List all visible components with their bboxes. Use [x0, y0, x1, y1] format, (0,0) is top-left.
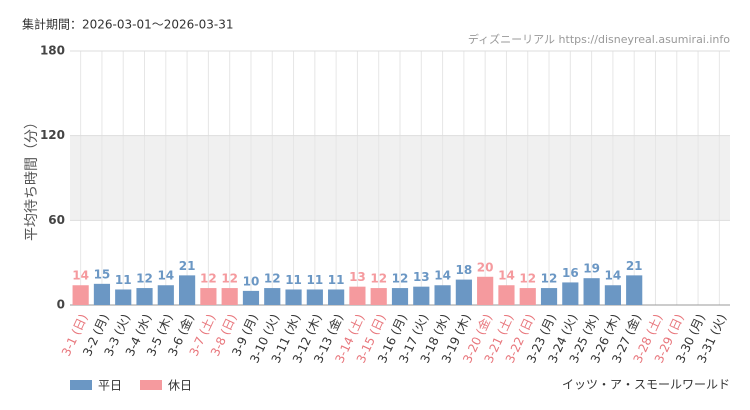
value-label: 21	[179, 259, 196, 273]
bar	[349, 286, 366, 305]
value-label: 13	[413, 270, 430, 284]
value-label: 11	[328, 273, 345, 287]
bar	[93, 283, 111, 305]
value-label: 14	[72, 269, 89, 283]
bar	[519, 288, 536, 305]
y-tick-label: 180	[40, 44, 65, 58]
bar	[72, 285, 89, 305]
bar	[328, 289, 345, 305]
value-label: 13	[349, 270, 366, 284]
bar	[562, 282, 579, 305]
bar	[136, 288, 153, 305]
bar	[221, 288, 238, 305]
bar	[583, 278, 600, 305]
y-tick-label: 120	[40, 128, 65, 142]
bar	[285, 289, 302, 305]
value-label: 12	[136, 272, 153, 286]
chart-title: 集計期間：2026-03-01～2026-03-31	[22, 17, 233, 32]
y-tick-label: 0	[57, 298, 65, 312]
value-label: 14	[434, 269, 451, 283]
value-label: 12	[370, 272, 387, 286]
value-label: 14	[605, 269, 622, 283]
bar	[370, 288, 387, 305]
value-label: 10	[243, 274, 260, 288]
bar	[626, 275, 643, 305]
value-label: 12	[264, 272, 281, 286]
value-label: 12	[221, 272, 238, 286]
bar	[115, 289, 132, 305]
bar	[434, 285, 451, 305]
legend-swatch	[140, 380, 162, 390]
bar	[540, 288, 558, 305]
bar	[498, 285, 515, 305]
value-label: 11	[285, 273, 302, 287]
bar	[455, 279, 472, 305]
value-label: 12	[519, 272, 536, 286]
value-label: 15	[94, 267, 111, 281]
subtitle: イッツ・ア・スモールワールド	[562, 378, 730, 392]
y-tick-label: 60	[48, 213, 65, 227]
bar	[242, 290, 260, 305]
value-label: 14	[157, 269, 174, 283]
value-label: 12	[392, 272, 409, 286]
bar	[179, 275, 196, 305]
bar	[604, 285, 621, 305]
bar	[264, 288, 281, 305]
value-label: 12	[200, 272, 217, 286]
value-label: 11	[306, 273, 323, 287]
bar	[413, 286, 430, 305]
value-label: 19	[583, 262, 600, 276]
bar	[200, 288, 217, 305]
value-label: 14	[498, 269, 515, 283]
value-label: 11	[115, 273, 132, 287]
legend-swatch	[70, 380, 92, 390]
bar	[306, 289, 323, 305]
value-label: 18	[456, 263, 473, 277]
bar	[391, 288, 409, 305]
value-label: 20	[477, 260, 494, 274]
legend-label: 平日	[98, 379, 122, 393]
bar	[477, 276, 494, 305]
value-label: 21	[626, 259, 643, 273]
y-axis-label: 平均待ち時間（分）	[24, 115, 40, 241]
source: ディズニーリアル https://disneyreal.asumirai.inf…	[468, 32, 730, 46]
value-label: 16	[562, 266, 579, 280]
legend-label: 休日	[168, 379, 192, 393]
bar	[157, 285, 174, 305]
value-label: 12	[541, 272, 558, 286]
